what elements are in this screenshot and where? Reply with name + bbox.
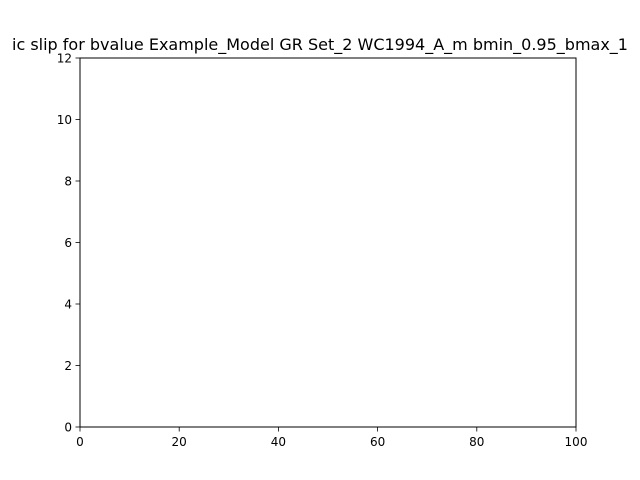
y-tick-label: 4	[64, 298, 72, 312]
x-tick-label: 60	[370, 435, 385, 449]
y-tick-label: 6	[64, 236, 72, 250]
y-tick-label: 0	[64, 421, 72, 435]
y-tick-label: 12	[57, 52, 72, 66]
y-axis-ticks: 0 2 4 6 8 10 12	[57, 52, 80, 435]
y-tick-label: 10	[57, 113, 72, 127]
plot-area-frame	[79, 57, 577, 428]
y-tick-label: 8	[64, 175, 72, 189]
x-axis-ticks: 0 20 40 60 80 100	[76, 427, 587, 449]
x-tick-label: 0	[76, 435, 84, 449]
y-tick-label: 2	[64, 359, 72, 373]
x-tick-label: 40	[271, 435, 286, 449]
x-tick-label: 20	[172, 435, 187, 449]
x-tick-label: 80	[469, 435, 484, 449]
x-tick-label: 100	[565, 435, 588, 449]
chart-title: ic slip for bvalue Example_Model GR Set_…	[12, 35, 628, 55]
